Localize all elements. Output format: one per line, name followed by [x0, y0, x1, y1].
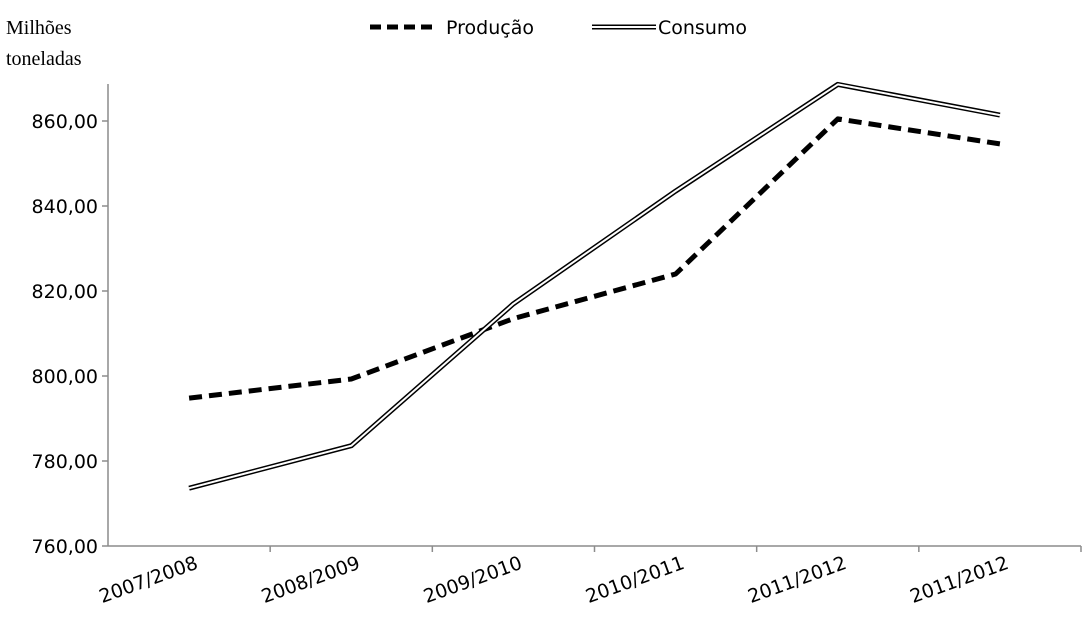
y-tick-label: 860,00: [32, 111, 98, 133]
x-tick-label: 2007/2008: [96, 552, 200, 608]
series-producao: [188, 116, 1001, 401]
x-tick-label: 2008/2009: [259, 552, 363, 608]
series-line-consumo: [188, 81, 1001, 491]
y-tick-label: 840,00: [32, 196, 98, 218]
legend: Produção Consumo: [370, 17, 747, 39]
y-axis-ticks: 760,00 780,00 800,00 820,00 840,00 860,00: [32, 111, 108, 558]
x-tick-label: 2011/2012: [907, 552, 1011, 608]
series-layer: [188, 81, 1001, 491]
x-tick-label: 2010/2011: [583, 552, 687, 608]
series-line-producao: [188, 116, 1001, 401]
x-axis-ticks: 2007/2008 2008/2009 2009/2010 2010/2011 2011…: [96, 546, 1082, 608]
data-point-producao: [513, 318, 514, 319]
legend-label-producao: Produção: [446, 17, 534, 39]
y-axis-unit-line-2: toneladas: [6, 48, 82, 70]
x-tick-label: 2011/2012: [745, 552, 849, 608]
x-tick-label: 2009/2010: [421, 552, 525, 608]
series-consumo: [188, 81, 1001, 491]
y-tick-label: 820,00: [32, 281, 98, 303]
y-tick-label: 800,00: [32, 366, 98, 388]
legend-label-consumo: Consumo: [658, 17, 747, 39]
y-tick-label: 780,00: [32, 451, 98, 473]
y-axis-unit-line-1: Milhões: [6, 17, 72, 39]
series-line-consumo-inner: [188, 83, 1001, 490]
y-tick-label: 760,00: [32, 536, 98, 558]
